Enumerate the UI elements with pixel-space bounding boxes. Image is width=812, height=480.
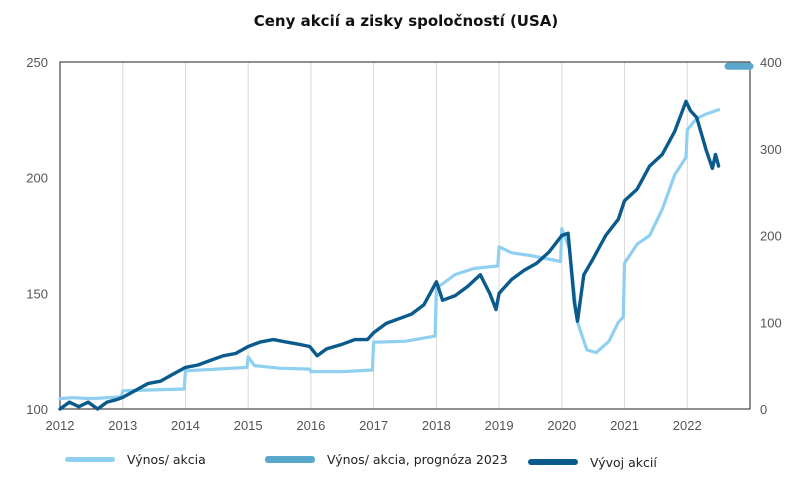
legend-item-stock: Vývoj akcií: [528, 452, 657, 472]
legend-label-eps: Výnos/ akcia: [127, 451, 206, 467]
gridlines: [122, 62, 688, 409]
y-right-tick-label: 300: [760, 142, 782, 157]
legend-item-eps-forecast: Výnos/ akcia, prognóza 2023: [265, 449, 508, 469]
y-left-tick-label: 100: [26, 402, 48, 417]
legend-swatch-eps-forecast: [265, 455, 315, 463]
x-tick-label: 2015: [234, 418, 263, 433]
legend-label-stock: Vývoj akcií: [590, 454, 657, 470]
y-right-tick-label: 0: [760, 402, 767, 417]
series-eps-line: [58, 108, 721, 401]
legend-label-eps-forecast: Výnos/ akcia, prognóza 2023: [327, 451, 508, 467]
legend-swatch-eps: [65, 456, 115, 462]
series-layer: [58, 62, 754, 411]
x-tick-label: 2020: [547, 418, 576, 433]
x-tick-label: 2016: [296, 418, 325, 433]
chart-title: Ceny akcií a zisky spoločností (USA): [253, 12, 559, 30]
x-tick-label: 2019: [485, 418, 514, 433]
x-tick-label: 2017: [359, 418, 388, 433]
legend-item-eps: Výnos/ akcia: [65, 449, 206, 469]
y-right-tick-label: 100: [760, 315, 782, 330]
y-left-tick-label: 150: [26, 286, 48, 301]
y-left-tick-label: 250: [26, 55, 48, 70]
x-tick-label: 2014: [171, 418, 200, 433]
y-right-tick-label: 400: [760, 55, 782, 70]
x-tick-label: 2013: [108, 418, 137, 433]
x-tick-label: 2018: [422, 418, 451, 433]
y-right-tick-label: 200: [760, 229, 782, 244]
series-stock-line: [58, 99, 721, 411]
y-left-tick-label: 200: [26, 171, 48, 186]
x-tick-label: 2022: [673, 418, 702, 433]
legend-swatch-stock: [528, 459, 578, 465]
y-axis-right-ticks: 0 100 200 300 400: [760, 55, 782, 417]
x-tick-label: 2012: [46, 418, 75, 433]
x-tick-label: 2021: [610, 418, 639, 433]
x-axis-ticks: 2012 2013 2014 2015 2016 2017 2018 2019 2020 2021…: [46, 418, 702, 433]
y-axis-left-ticks: 100 150 200 250: [26, 55, 48, 417]
plot-frame: [59, 61, 751, 410]
